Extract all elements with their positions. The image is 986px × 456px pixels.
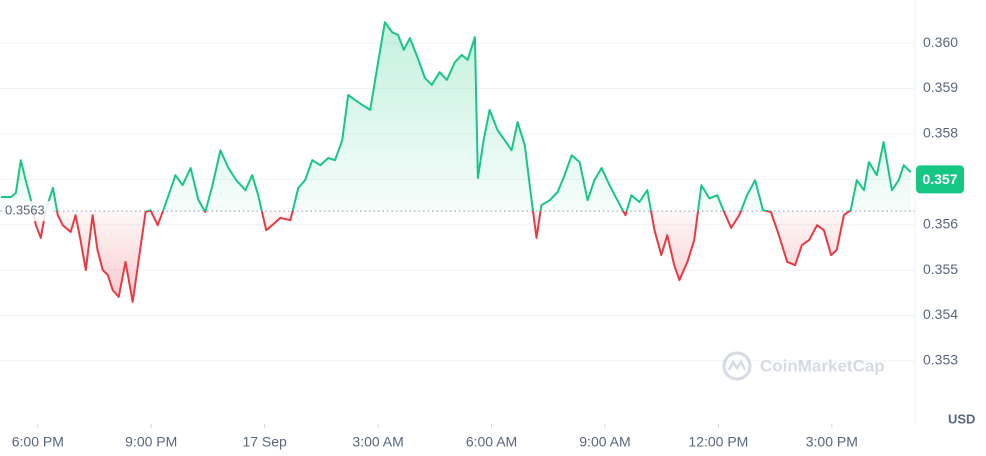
reference-label-bg <box>2 201 52 222</box>
y-tick-label: 0.358 <box>923 125 958 141</box>
reference-label: 0.3563 <box>5 203 45 218</box>
x-tick-label: 6:00 AM <box>466 434 517 450</box>
watermark-logo <box>722 351 752 381</box>
last-price-label: 0.357 <box>922 171 957 187</box>
x-tick-label: 9:00 PM <box>125 434 177 450</box>
x-tick-label: 3:00 PM <box>806 434 858 450</box>
x-tick-label: 9:00 AM <box>579 434 630 450</box>
y-tick-label: 0.355 <box>923 261 958 277</box>
last-price-box <box>916 165 964 194</box>
price-area <box>0 22 911 302</box>
y-tick-label: 0.359 <box>923 79 958 95</box>
watermark: CoinMarketCap <box>722 351 885 381</box>
watermark-text: CoinMarketCap <box>760 356 885 375</box>
y-tick-label: 0.353 <box>923 352 958 368</box>
x-tick-label: 6:00 PM <box>12 434 64 450</box>
x-tick-label: 12:00 PM <box>688 434 748 450</box>
y-tick-label: 0.360 <box>923 34 958 50</box>
x-tick-label: 17 Sep <box>242 434 287 450</box>
watermark-logo-mark <box>727 359 747 371</box>
price-line <box>0 21 912 303</box>
y-tick-label: 0.356 <box>923 215 958 231</box>
y-tick-label: 0.354 <box>923 306 958 322</box>
x-tick-label: 3:00 AM <box>352 434 403 450</box>
currency-label: USD <box>948 411 975 426</box>
plot <box>0 21 915 303</box>
